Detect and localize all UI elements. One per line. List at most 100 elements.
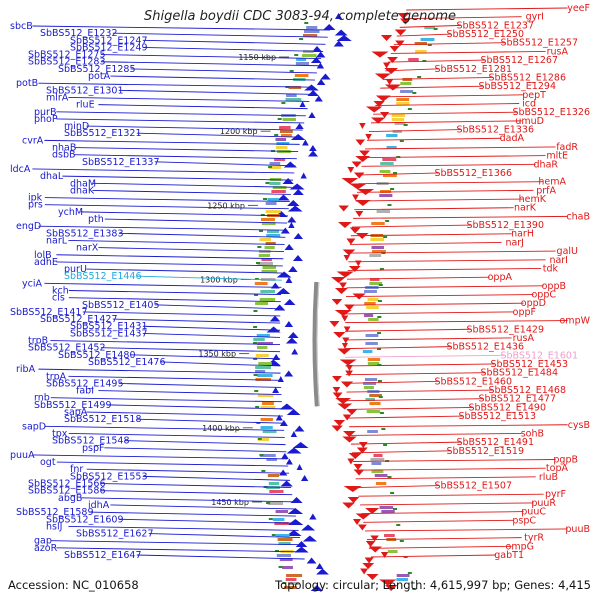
feature-strip <box>266 234 281 237</box>
feature-strip <box>272 186 287 189</box>
gene-label: SbBS512_E1366 <box>434 168 512 179</box>
gene-connector <box>80 497 294 503</box>
minus-strand-gene <box>283 299 296 305</box>
gene-connector <box>38 368 281 374</box>
feature-strip <box>364 290 377 293</box>
plus-strand-gene <box>337 403 353 410</box>
feature-strip <box>278 542 291 545</box>
gene-label: umuD <box>515 116 544 127</box>
minus-strand-gene <box>294 425 305 432</box>
plus-strand-gene <box>383 62 391 69</box>
feature-strip <box>261 270 278 273</box>
marker-tick <box>377 380 382 382</box>
feature-strip <box>285 98 302 101</box>
feature-strip <box>269 162 281 165</box>
plus-strand-gene <box>379 579 397 586</box>
feature-strip <box>386 134 398 137</box>
gene-label: SbBS512_E1507 <box>434 481 512 492</box>
plus-strand-gene <box>395 40 405 47</box>
gene-label: phoP <box>34 114 58 125</box>
gene-connector <box>86 411 283 417</box>
marker-tick <box>294 54 299 56</box>
feature-strip <box>279 126 291 129</box>
gene-connector <box>366 537 522 541</box>
feature-strip <box>386 146 397 149</box>
minus-strand-gene <box>295 541 308 547</box>
gene-label: cls <box>52 293 65 304</box>
gene-label: SbBS512_E1609 <box>46 514 124 525</box>
gene-connector <box>351 224 472 228</box>
gene-label: rluB <box>539 472 558 483</box>
plus-strand-gene <box>348 453 362 459</box>
feature-strip <box>370 458 385 461</box>
marker-tick <box>383 444 388 446</box>
feature-strip <box>376 210 391 213</box>
feature-strip <box>366 306 379 309</box>
gene-connector <box>385 68 440 72</box>
feature-strip <box>383 174 397 177</box>
feature-strip <box>286 94 297 97</box>
gene-label: rluE <box>76 100 95 111</box>
gene-connector <box>361 511 524 515</box>
gene-connector <box>38 82 314 88</box>
gene-connector <box>92 189 291 195</box>
gene-connector <box>345 311 514 315</box>
plus-strand-gene <box>349 227 361 234</box>
gene-label: SbBS512_E1518 <box>64 414 142 425</box>
feature-strip <box>367 362 380 365</box>
gene-connector <box>349 241 502 245</box>
plus-strand-gene <box>343 255 350 261</box>
feature-strip <box>255 366 271 369</box>
gene-label: narI <box>549 255 568 266</box>
gene-label: rusA <box>547 46 569 57</box>
gene-label: puuC <box>521 507 546 518</box>
feature-strip <box>375 482 387 485</box>
plus-strand-gene <box>341 178 359 184</box>
plus-strand-gene <box>353 464 363 470</box>
gene-label: SbBS512_E1499 <box>34 400 112 411</box>
gene-label: ldcA <box>10 164 31 175</box>
feature-strip <box>283 586 297 589</box>
gene-connector <box>353 215 568 219</box>
gene-connector <box>56 111 306 117</box>
feature-strip <box>276 146 288 149</box>
marker-tick <box>427 44 432 46</box>
gene-connector <box>355 476 536 480</box>
plus-strand-gene <box>333 332 346 338</box>
gene-connector <box>359 502 534 506</box>
plus-strand-gene <box>338 205 349 212</box>
marker-tick <box>399 140 404 142</box>
plus-strand-gene <box>333 420 346 426</box>
minus-strand-gene <box>276 271 292 278</box>
plus-strand-gene <box>341 343 348 349</box>
gene-connector <box>373 111 518 115</box>
gene-label: SbBS512_E1286 <box>488 72 566 83</box>
gene-connector <box>82 311 281 317</box>
gene-connector <box>346 398 484 402</box>
gene-connector <box>154 161 296 167</box>
gene-connector <box>68 97 310 102</box>
plus-strand-gene <box>347 497 360 503</box>
feature-strip <box>260 290 275 293</box>
gene-label: prs <box>28 200 43 211</box>
feature-strip <box>267 502 283 505</box>
gene-connector <box>363 519 514 523</box>
gene-label: galU <box>557 246 578 257</box>
gene-label: gabT1 <box>494 550 524 561</box>
gene-connector <box>100 54 322 60</box>
marker-tick <box>387 204 392 206</box>
plus-strand-gene <box>335 398 352 404</box>
feature-strip <box>391 114 406 117</box>
minus-strand-gene <box>278 469 288 476</box>
marker-tick <box>253 358 258 360</box>
gene-label: tyrR <box>524 533 544 544</box>
feature-strip <box>259 454 276 457</box>
gene-connector <box>110 75 315 81</box>
marker-tick <box>263 198 268 200</box>
feature-strip <box>367 430 378 433</box>
gene-connector <box>88 511 296 517</box>
plus-strand-gene <box>399 18 411 25</box>
plus-strand-gene <box>349 183 367 190</box>
gene-label: narK <box>514 203 537 214</box>
scale-label: 1300 kbp <box>200 276 238 285</box>
